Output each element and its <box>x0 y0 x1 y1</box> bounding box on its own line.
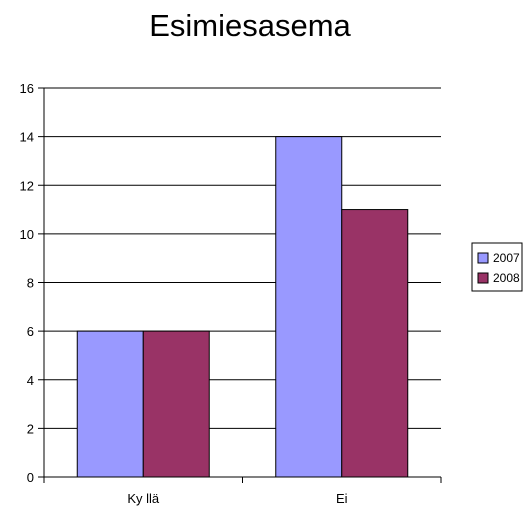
chart-title: Esimiesasema <box>149 8 351 43</box>
y-tick-labels: 0 2 4 6 8 10 12 14 16 <box>20 81 34 485</box>
legend-swatch-2008 <box>477 272 489 284</box>
x-tick-labels: Ky llä Ei <box>127 491 347 506</box>
y-tick-label: 6 <box>27 324 34 339</box>
y-tick-label: 16 <box>20 81 34 96</box>
y-tick-label: 14 <box>20 130 34 145</box>
bar-2008-1 <box>341 209 409 478</box>
y-tick-label: 8 <box>27 276 34 291</box>
axes-layer <box>38 87 442 483</box>
x-tick-label: Ky llä <box>127 491 160 506</box>
legend: 2007 2008 <box>471 242 523 292</box>
bars-layer <box>76 136 409 478</box>
y-tick-label: 2 <box>27 421 34 436</box>
y-tick-label: 4 <box>27 373 34 388</box>
bar-2007-0 <box>76 330 144 478</box>
y-tick-label: 10 <box>20 227 34 242</box>
legend-swatch-2007 <box>477 252 489 264</box>
x-tick-label: Ei <box>336 491 348 506</box>
y-tick-label: 0 <box>27 470 34 485</box>
legend-label-2007: 2007 <box>493 251 520 265</box>
legend-label-2008: 2008 <box>493 271 520 285</box>
y-tick-label: 12 <box>20 178 34 193</box>
bar-2007-1 <box>275 136 343 478</box>
bar-2008-0 <box>142 330 210 478</box>
